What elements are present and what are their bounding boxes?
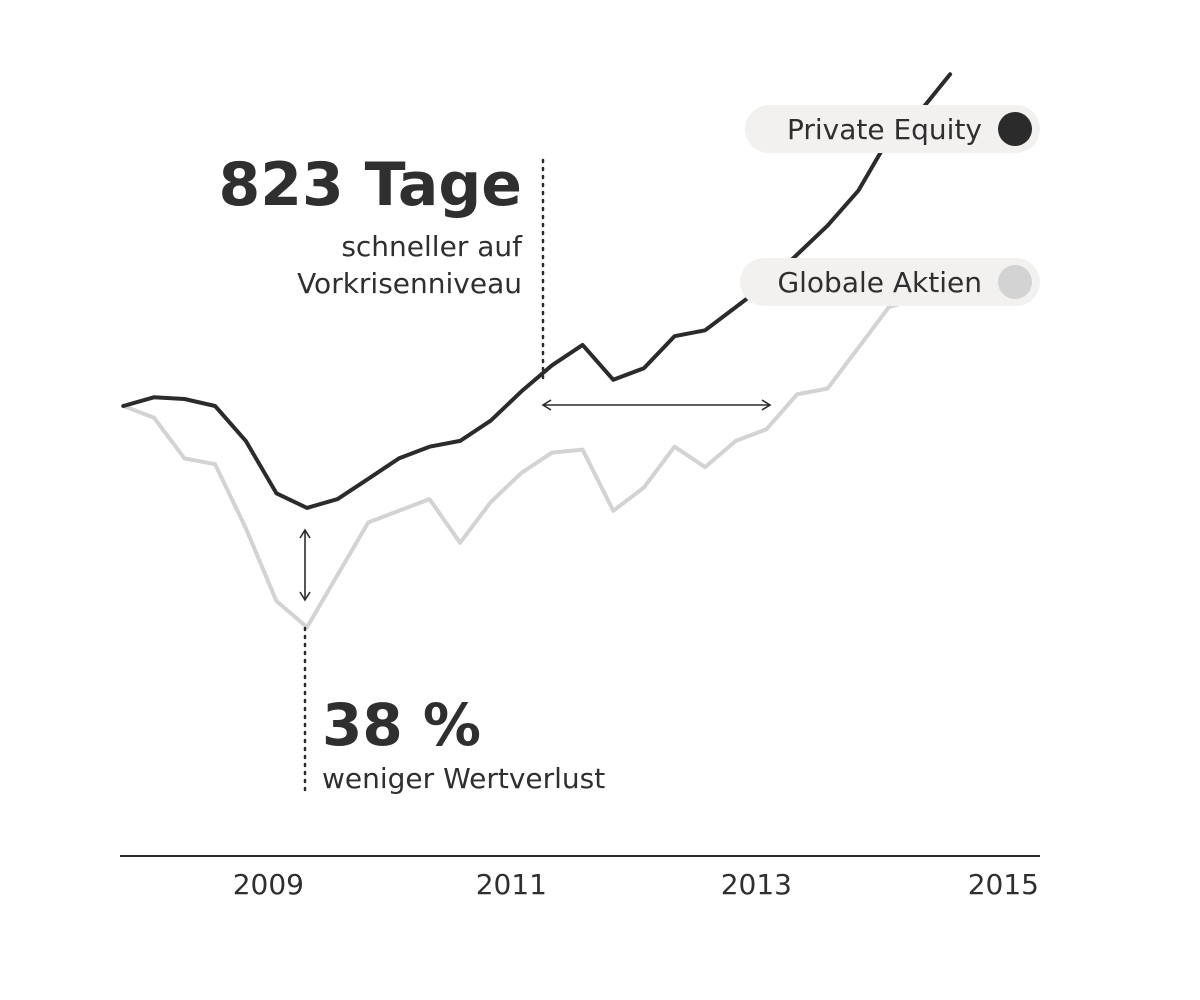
x-tick-2011: 2011 bbox=[476, 868, 547, 901]
legend-dot-globale-aktien bbox=[998, 265, 1032, 299]
recovery-text-line1: schneller auf bbox=[341, 230, 523, 263]
legend-label-globale-aktien: Globale Aktien bbox=[777, 266, 982, 299]
legend-private-equity: Private Equity bbox=[745, 105, 1040, 153]
x-tick-2013: 2013 bbox=[721, 868, 792, 901]
recovery-text-line2: Vorkrisenniveau bbox=[297, 267, 522, 300]
loss-value: 38 % bbox=[322, 691, 481, 759]
series-line-private-equity bbox=[121, 72, 953, 510]
legend-globale-aktien: Globale Aktien bbox=[740, 258, 1040, 306]
series-line-globale-aktien bbox=[121, 296, 922, 630]
loss-arrow bbox=[299, 528, 311, 602]
legend-dot-private-equity bbox=[998, 112, 1032, 146]
recovery-value: 823 Tage bbox=[219, 150, 522, 220]
x-tick-2009: 2009 bbox=[233, 868, 304, 901]
series-lines bbox=[121, 72, 953, 630]
loss-text: weniger Wertverlust bbox=[322, 762, 605, 795]
x-tick-2015: 2015 bbox=[968, 868, 1039, 901]
legend-label-private-equity: Private Equity bbox=[787, 113, 982, 146]
recovery-arrow bbox=[541, 399, 772, 411]
